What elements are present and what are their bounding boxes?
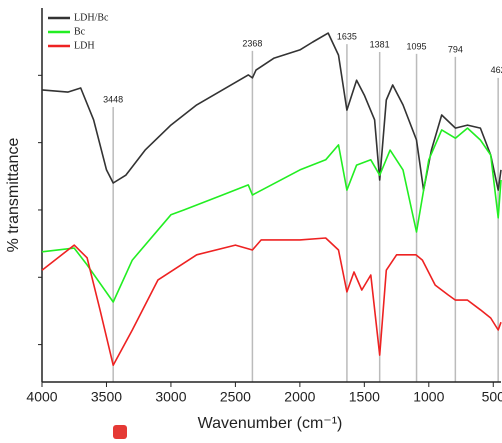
annotation: 1381 xyxy=(370,39,390,49)
annotation: 3448 xyxy=(103,94,123,104)
series-line xyxy=(41,32,502,191)
x-tick-label: 1500 xyxy=(349,389,380,405)
x-tick-label: 500 xyxy=(482,389,502,405)
annotation: 462 xyxy=(491,65,502,75)
legend-label: LDH/Bc xyxy=(74,12,109,23)
legend-label: LDH xyxy=(74,40,95,51)
x-tick-label: 3000 xyxy=(155,389,186,405)
x-tick-label: 2000 xyxy=(284,389,315,405)
annotation: 794 xyxy=(448,44,463,54)
series-line xyxy=(41,237,502,366)
x-tick-label: 1000 xyxy=(413,389,444,405)
x-tick-label: 4000 xyxy=(26,389,57,405)
annotation: 1635 xyxy=(337,32,357,42)
icon xyxy=(113,425,127,439)
series-line xyxy=(41,127,502,303)
x-tick-label: 2500 xyxy=(220,389,251,405)
x-tick-label: 3500 xyxy=(91,389,122,405)
y-axis-label: % transmittance xyxy=(5,138,22,253)
legend-label: Bc xyxy=(74,26,86,37)
annotation: 1095 xyxy=(407,41,427,51)
annotation: 2368 xyxy=(242,38,262,48)
x-axis-label: Wavenumber (cm⁻¹) xyxy=(198,415,343,432)
